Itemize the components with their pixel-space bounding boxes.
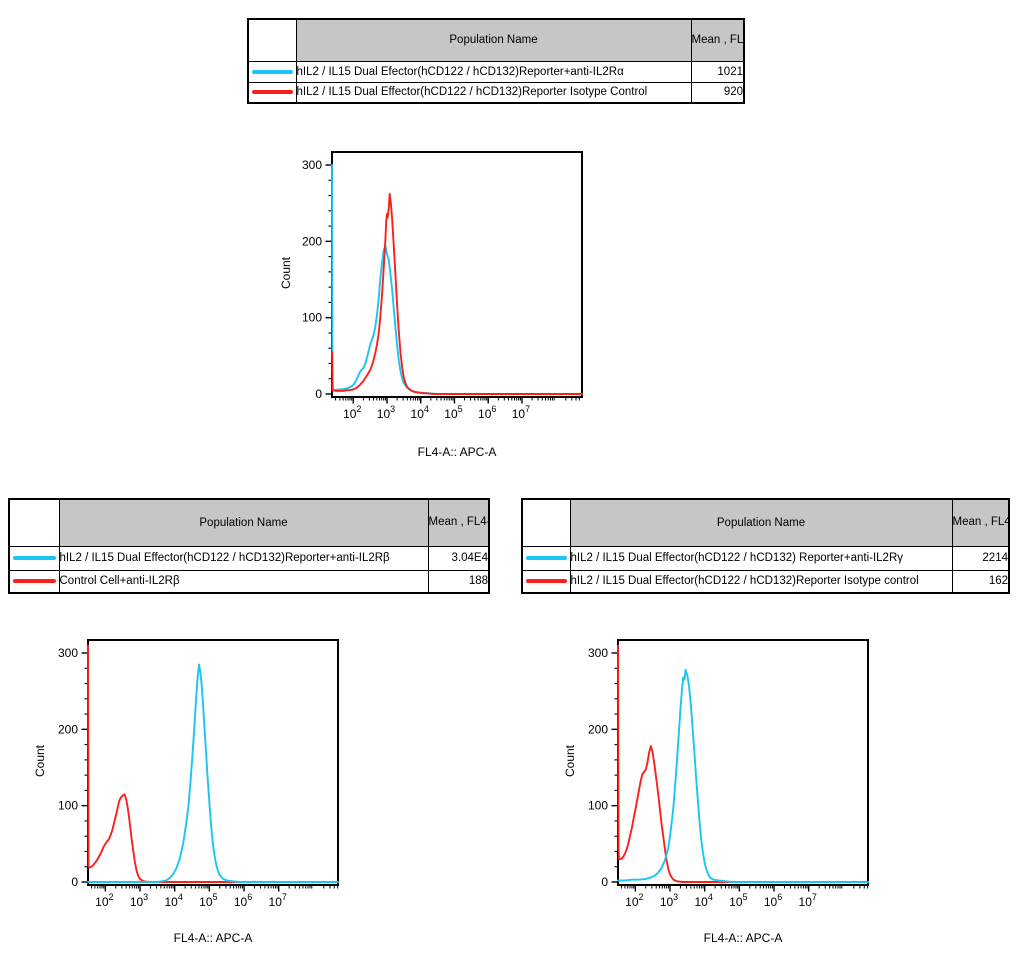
svg-text:106: 106 [234,892,252,909]
table-row: hIL2 / IL15 Dual Effector(hCD122 / hCD13… [247,81,745,104]
population-name-header: Population Name [58,498,429,547]
svg-text:105: 105 [199,892,217,909]
svg-text:107: 107 [512,404,530,421]
population-name: hIL2 / IL15 Dual Effector(hCD122 / hCD13… [295,81,692,104]
mean-value: 920 [690,81,745,104]
table-row: Control Cell+anti-IL2Rβ 188 [8,569,490,594]
mean-fl4a-header: Mean , FL4-A [427,498,490,547]
red-series-swatch [13,579,56,584]
x-axis-title: FL4-A:: APC-A [417,445,497,459]
svg-text:107: 107 [269,892,287,909]
population-name: hIL2 / IL15 Dual Efector(hCD122 / hCD132… [295,60,692,83]
table-corner-cell [521,498,571,547]
table-row: hIL2 / IL15 Dual Effector(hCD122 / hCD13… [8,545,490,571]
population-name: Control Cell+anti-IL2Rβ [58,569,429,594]
table-row: hIL2 / IL15 Dual Effector(hCD122 / hCD13… [521,545,1010,571]
svg-text:200: 200 [58,722,78,736]
x-axis-title: FL4-A:: APC-A [703,931,783,945]
mean-value: 1021 [690,60,745,83]
svg-text:104: 104 [164,892,182,909]
population-name: hIL2 / IL15 Dual Effector(hCD122 / hCD13… [58,545,429,571]
svg-text:102: 102 [343,404,361,421]
svg-text:103: 103 [130,892,148,909]
population-name: hIL2 / IL15 Dual Effector(hCD122 / hCD13… [569,569,953,594]
table-row: hIL2 / IL15 Dual Efector(hCD122 / hCD132… [247,60,745,83]
svg-text:107: 107 [799,892,817,909]
svg-text:300: 300 [588,646,608,660]
svg-text:0: 0 [601,875,608,889]
svg-text:100: 100 [58,799,78,813]
histogram-anti-IL2Ralpha: 0 100 200 300 102 103 104 105 106 107 [302,151,583,421]
table-row: hIL2 / IL15 Dual Effector(hCD122 / hCD13… [521,569,1010,594]
mean-fl4a-header: Mean , FL4-A [690,18,745,62]
svg-text:100: 100 [302,311,322,325]
mean-fl4a-header: Mean , FL4-A [951,498,1010,547]
red-series-swatch [252,90,293,95]
svg-text:104: 104 [411,404,429,421]
row-color-cell [8,545,60,571]
svg-text:106: 106 [764,892,782,909]
row-color-cell [521,569,571,594]
svg-text:300: 300 [58,646,78,660]
row-color-cell [247,60,297,83]
mean-value: 3.04E4 [427,545,490,571]
population-table-gamma: Population Name Mean , FL4-A hIL2 / IL15… [521,498,1010,594]
row-color-cell [8,569,60,594]
mean-value: 188 [427,569,490,594]
population-name-header: Population Name [295,18,692,62]
svg-text:102: 102 [625,892,643,909]
svg-text:104: 104 [694,892,712,909]
histogram-anti-IL2Rbeta: 0 100 200 300 102 103 104 105 106 107 [58,639,339,909]
table-corner-cell [8,498,60,547]
population-name: hIL2 / IL15 Dual Effector(hCD122 / hCD13… [569,545,953,571]
cyan-series-swatch [13,556,56,560]
svg-text:103: 103 [377,404,395,421]
population-table-beta: Population Name Mean , FL4-A hIL2 / IL15… [8,498,490,594]
svg-text:103: 103 [660,892,678,909]
svg-text:0: 0 [315,387,322,401]
row-color-cell [247,81,297,104]
svg-text:300: 300 [302,158,322,172]
population-table-alpha: Population Name Mean , FL4-A hIL2 / IL15… [247,18,745,104]
svg-text:102: 102 [95,892,113,909]
svg-text:200: 200 [302,234,322,248]
svg-text:105: 105 [729,892,747,909]
svg-text:105: 105 [444,404,462,421]
red-series-swatch [526,579,567,584]
mean-value: 162 [951,569,1010,594]
row-color-cell [521,545,571,571]
x-axis-title: FL4-A:: APC-A [173,931,253,945]
svg-text:200: 200 [588,722,608,736]
cyan-series-swatch [252,69,293,74]
cyan-series-swatch [526,556,567,560]
histogram-anti-IL2Rgamma: 0 100 200 300 102 103 104 105 106 107 [588,639,869,909]
svg-text:106: 106 [478,404,496,421]
table-corner-cell [247,18,297,62]
mean-value: 2214 [951,545,1010,571]
population-name-header: Population Name [569,498,953,547]
svg-text:100: 100 [588,799,608,813]
svg-text:0: 0 [71,875,78,889]
